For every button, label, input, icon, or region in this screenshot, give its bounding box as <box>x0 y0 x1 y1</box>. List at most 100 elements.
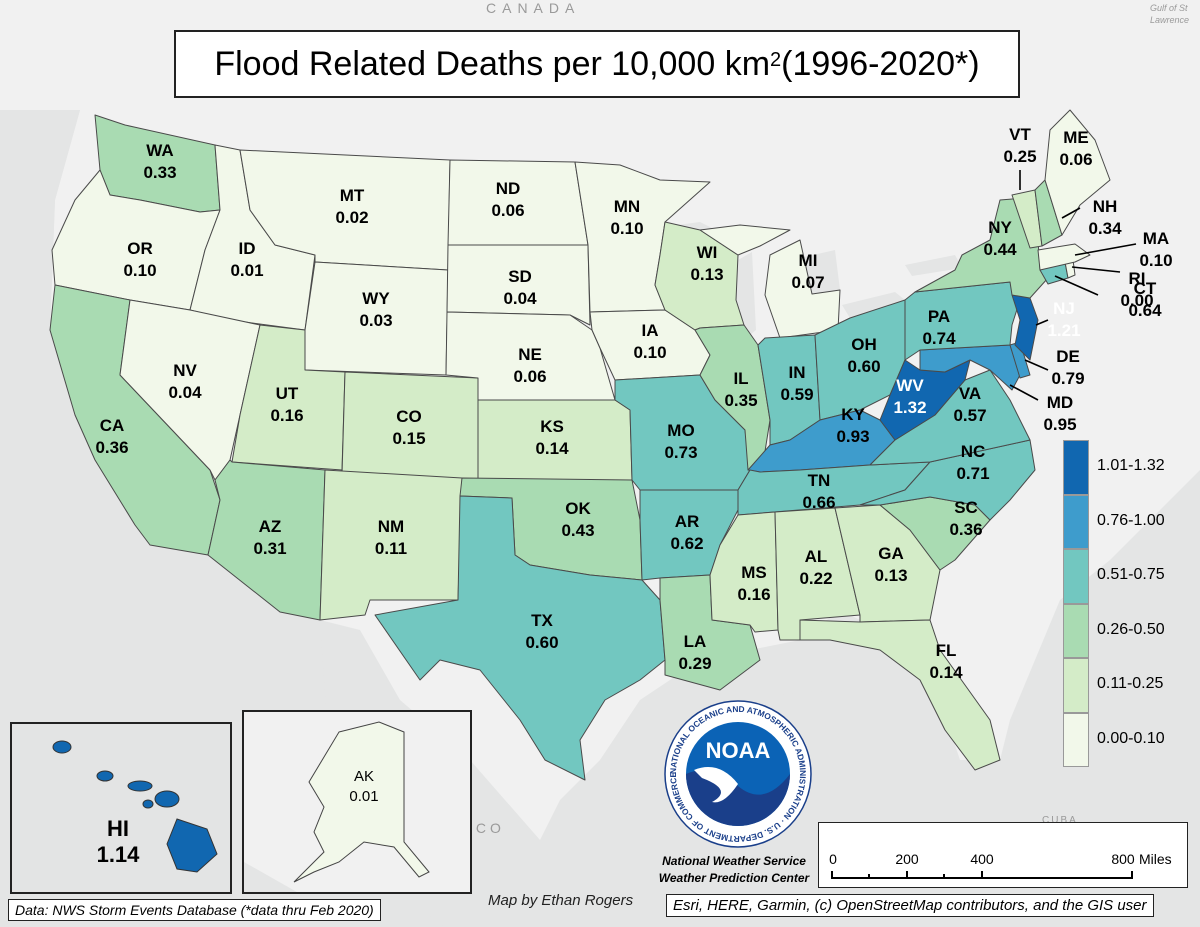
hawaii-inset: HI 1.14 <box>10 722 232 894</box>
alaska-state <box>293 721 430 883</box>
state-value: 0.14 <box>929 663 963 682</box>
state-abbr: MO <box>667 421 695 440</box>
state-label-il: IL 0.35 <box>724 368 757 412</box>
scale-label-400: 400 <box>970 851 994 867</box>
state-abbr: NM <box>377 517 405 536</box>
state-abbr: AZ <box>258 517 282 536</box>
state-abbr: PA <box>927 307 951 326</box>
state-label-md: MD 0.95 <box>1043 392 1076 436</box>
state-value: 0.71 <box>956 464 990 483</box>
state-value: 0.36 <box>949 520 983 539</box>
island-oahu <box>96 770 114 782</box>
noaa-logo-text: NOAA <box>706 738 771 763</box>
alaska-value: 0.01 <box>349 788 379 805</box>
state-value: 0.74 <box>922 329 956 348</box>
scale-tick-minor-2 <box>943 874 945 879</box>
legend-label: 0.51-0.75 <box>1097 566 1165 583</box>
state-abbr: AR <box>674 512 700 531</box>
state-abbr: NC <box>960 442 986 461</box>
state-abbr: VA <box>958 384 982 403</box>
scale-bar: 0 200 400 800 Miles <box>818 822 1188 888</box>
state-abbr: WA <box>146 141 174 160</box>
state-label-ne: NE 0.06 <box>513 344 546 388</box>
state-abbr: MS <box>741 563 767 582</box>
state-value: 0.01 <box>230 261 264 280</box>
state-shape-me <box>1044 109 1111 236</box>
state-label-ct: CT 0.64 <box>1128 278 1161 322</box>
scale-label-200: 200 <box>895 851 919 867</box>
state-shape-il <box>694 324 771 471</box>
state-value: 0.64 <box>1128 301 1162 320</box>
alaska-shape <box>244 712 470 892</box>
state-label-vt: VT 0.25 <box>1003 124 1036 168</box>
state-value: 0.04 <box>503 289 537 308</box>
legend-item: 0.26-0.50 <box>1063 603 1191 658</box>
legend-item: 1.01-1.32 <box>1063 440 1191 495</box>
state-value: 0.10 <box>610 219 644 238</box>
alaska-water <box>244 862 297 892</box>
state-value: 0.44 <box>983 240 1017 259</box>
scale-label-0: 0 <box>829 851 837 867</box>
state-value: 0.36 <box>95 438 129 457</box>
state-value: 0.15 <box>392 429 426 448</box>
state-abbr: SD <box>508 267 532 286</box>
state-label-nm: NM 0.11 <box>375 516 407 560</box>
mexico-label: ICO <box>468 820 505 836</box>
state-value: 0.03 <box>359 311 393 330</box>
state-value: 0.25 <box>1003 147 1037 166</box>
legend-swatch <box>1063 603 1089 658</box>
scale-tick-400 <box>981 871 983 879</box>
state-value: 0.00 <box>1120 291 1154 310</box>
gulf-st-lawrence-label: Gulf of St Lawrence <box>1150 3 1190 25</box>
state-shape-mi <box>764 239 841 339</box>
legend-swatch <box>1063 712 1089 767</box>
state-abbr: OK <box>565 499 591 518</box>
island-kauai <box>52 740 72 754</box>
state-value: 0.73 <box>664 443 698 462</box>
state-abbr: MI <box>798 251 818 270</box>
state-label-mo: MO 0.73 <box>664 420 697 464</box>
state-value: 0.29 <box>678 654 712 673</box>
lake-ontario <box>905 255 962 276</box>
state-label-ok: OK 0.43 <box>561 498 594 542</box>
state-label-ks: KS 0.14 <box>535 416 568 460</box>
data-source-credit: Data: NWS Storm Events Database (*data t… <box>8 899 381 921</box>
scale-tick-minor-1 <box>868 874 870 879</box>
state-abbr: IL <box>733 369 749 388</box>
state-value: 1.32 <box>893 398 927 417</box>
state-abbr: LA <box>683 632 707 651</box>
state-abbr: ND <box>495 179 521 198</box>
alaska-abbr: AK <box>353 768 374 785</box>
state-value: 0.93 <box>836 427 870 446</box>
noaa-lower-half <box>686 770 790 826</box>
state-label-ia: IA 0.10 <box>633 320 666 364</box>
hawaii-abbr: HI <box>107 816 129 841</box>
state-label-fl: FL 0.14 <box>929 640 962 684</box>
state-value: 0.66 <box>802 493 836 512</box>
state-abbr: MD <box>1046 393 1074 412</box>
scale-label-800: 800 <box>1111 851 1135 867</box>
state-shape-fl <box>799 619 1001 771</box>
legend-item: 0.11-0.25 <box>1063 658 1191 713</box>
state-label-sc: SC 0.36 <box>949 497 982 541</box>
state-label-az: AZ 0.31 <box>253 516 286 560</box>
title-main: Flood Related Deaths per 10,000 km <box>214 44 771 83</box>
state-label-nd: ND 0.06 <box>491 178 524 222</box>
state-value: 0.04 <box>168 383 202 402</box>
state-label-nh: NH 0.34 <box>1088 196 1121 240</box>
state-value: 0.31 <box>253 539 287 558</box>
state-abbr: IN <box>788 363 806 382</box>
state-label-ma: MA 0.10 <box>1139 228 1172 272</box>
state-value: 0.34 <box>1088 219 1122 238</box>
state-abbr: IA <box>641 321 659 340</box>
noaa-caption-line2: Weather Prediction Center <box>658 871 810 885</box>
state-value: 0.16 <box>737 585 771 604</box>
legend-swatch <box>1063 494 1089 549</box>
state-abbr: WV <box>896 376 924 395</box>
legend-swatch <box>1063 549 1089 604</box>
alaska-label: AK 0.01 <box>334 767 394 807</box>
state-label-wy: WY 0.03 <box>359 288 392 332</box>
state-label-or: OR 0.10 <box>123 238 156 282</box>
legend-label: 0.11-0.25 <box>1097 675 1164 692</box>
